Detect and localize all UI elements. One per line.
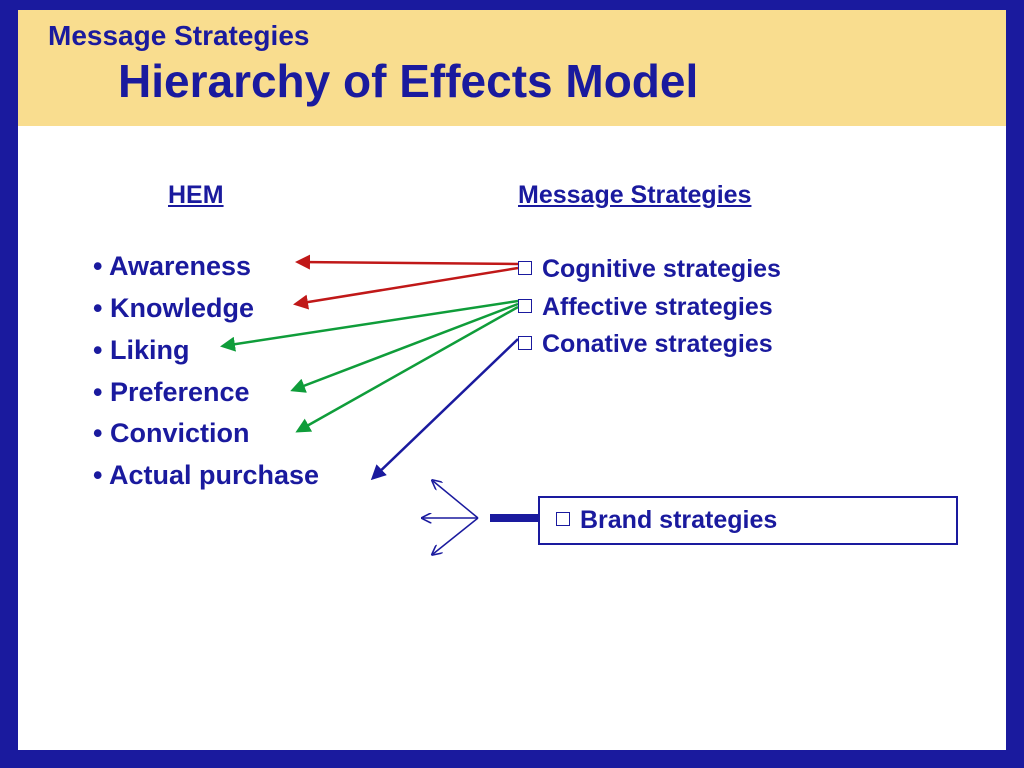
list-item-label: Preference xyxy=(110,377,250,407)
list-item-label: Conviction xyxy=(110,418,250,448)
list-item-label: Liking xyxy=(110,335,190,365)
square-bullet-icon xyxy=(518,261,532,275)
list-item: Conative strategies xyxy=(518,326,781,364)
list-item: Knowledge xyxy=(93,288,319,330)
list-item-label: Knowledge xyxy=(110,293,254,323)
square-bullet-icon xyxy=(556,512,570,526)
left-column-heading: HEM xyxy=(168,181,224,210)
header: Message Strategies Hierarchy of Effects … xyxy=(18,10,1006,126)
hem-list: Awareness Knowledge Liking Preference Co… xyxy=(93,246,319,497)
list-item: Liking xyxy=(93,330,319,372)
list-item: Awareness xyxy=(93,246,319,288)
header-subtitle: Message Strategies xyxy=(48,20,976,52)
square-bullet-icon xyxy=(518,336,532,350)
list-item: Affective strategies xyxy=(518,289,781,327)
right-column-heading: Message Strategies xyxy=(518,181,751,210)
list-item-label: Conative strategies xyxy=(542,330,773,358)
square-bullet-icon xyxy=(518,299,532,313)
list-item: Preference xyxy=(93,372,319,414)
list-item-label: Cognitive strategies xyxy=(542,255,781,283)
list-item-label: Affective strategies xyxy=(542,293,773,321)
list-item-label: Actual purchase xyxy=(109,460,319,490)
content-area: HEM Message Strategies Awareness Knowled… xyxy=(18,126,1006,726)
brand-box-label: Brand strategies xyxy=(580,506,777,534)
brand-strategies-box: Brand strategies xyxy=(538,496,958,545)
strategies-list: Cognitive strategies Affective strategie… xyxy=(518,251,781,364)
list-item: Actual purchase xyxy=(93,455,319,497)
list-item-label: Awareness xyxy=(109,251,251,281)
slide-frame: Message Strategies Hierarchy of Effects … xyxy=(18,10,1006,750)
list-item: Conviction xyxy=(93,413,319,455)
list-item: Cognitive strategies xyxy=(518,251,781,289)
header-title: Hierarchy of Effects Model xyxy=(118,54,976,108)
